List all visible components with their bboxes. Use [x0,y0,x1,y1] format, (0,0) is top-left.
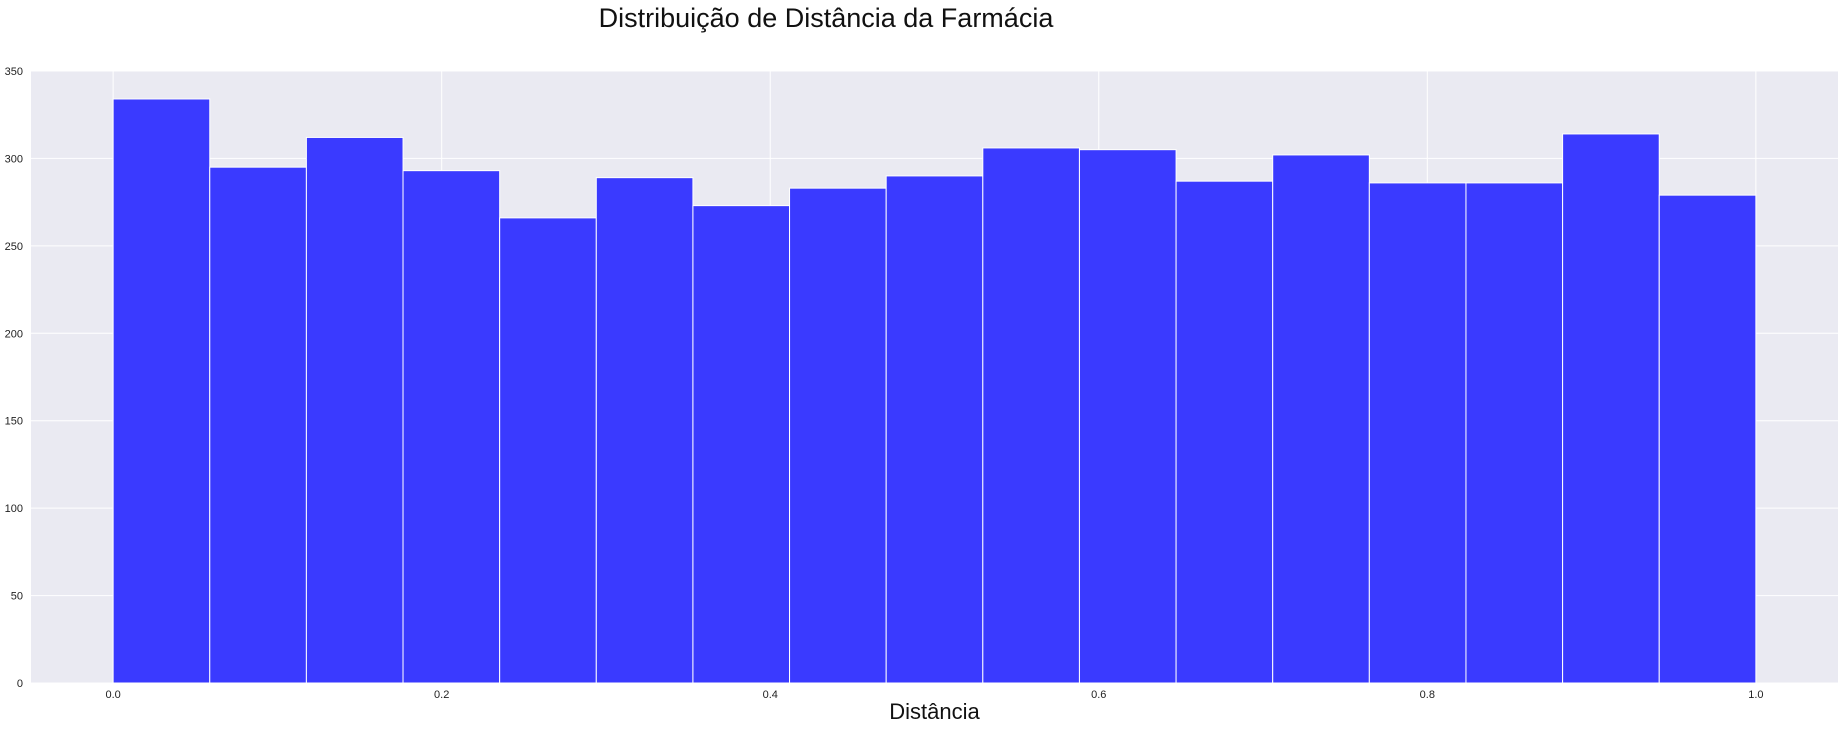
histogram-bar-10 [982,147,1080,684]
y-axis-ticks: 0 50 100 150 200 250 300 350 [5,66,23,690]
histogram-bar-5 [499,217,597,684]
x-tick-label: 0.6 [1091,689,1106,701]
y-tick-label: 250 [5,241,23,253]
y-tick-label: 50 [11,591,23,603]
x-tick-label: 1.0 [1748,689,1763,701]
histogram-bar-14 [1368,182,1467,684]
histogram-bar-11 [1078,149,1177,684]
y-tick-label: 300 [5,153,23,165]
histogram-bar-3 [305,136,404,684]
chart-title: Distribuição de Distância da Farmácia [599,3,1055,33]
histogram-bar-4 [402,170,501,684]
histogram-bar-2 [209,166,307,684]
y-tick-label: 0 [17,678,23,690]
histogram-bar-9 [885,175,984,684]
x-tick-label: 0.0 [105,689,120,701]
histogram-bar-8 [789,187,887,684]
histogram-bar-15 [1465,182,1564,684]
histogram-bar-6 [595,177,694,684]
y-tick-label: 200 [5,328,23,340]
x-tick-label: 0.4 [763,689,778,701]
y-tick-label: 100 [5,503,23,515]
x-tick-label: 0.8 [1420,689,1435,701]
x-axis-label: Distância [889,699,980,724]
bars-group [112,98,1757,684]
x-axis-ticks: 0.0 0.2 0.4 0.6 0.8 1.0 [105,689,1763,701]
histogram-bar-7 [692,205,791,684]
histogram-bar-12 [1175,180,1274,684]
histogram-bar-16 [1562,133,1660,684]
histogram-bar-17 [1658,194,1757,684]
y-tick-label: 150 [5,416,23,428]
histogram-bar-1 [112,98,211,684]
histogram-bar-13 [1272,154,1370,684]
x-tick-label: 0.2 [434,689,449,701]
y-tick-label: 350 [5,66,23,78]
